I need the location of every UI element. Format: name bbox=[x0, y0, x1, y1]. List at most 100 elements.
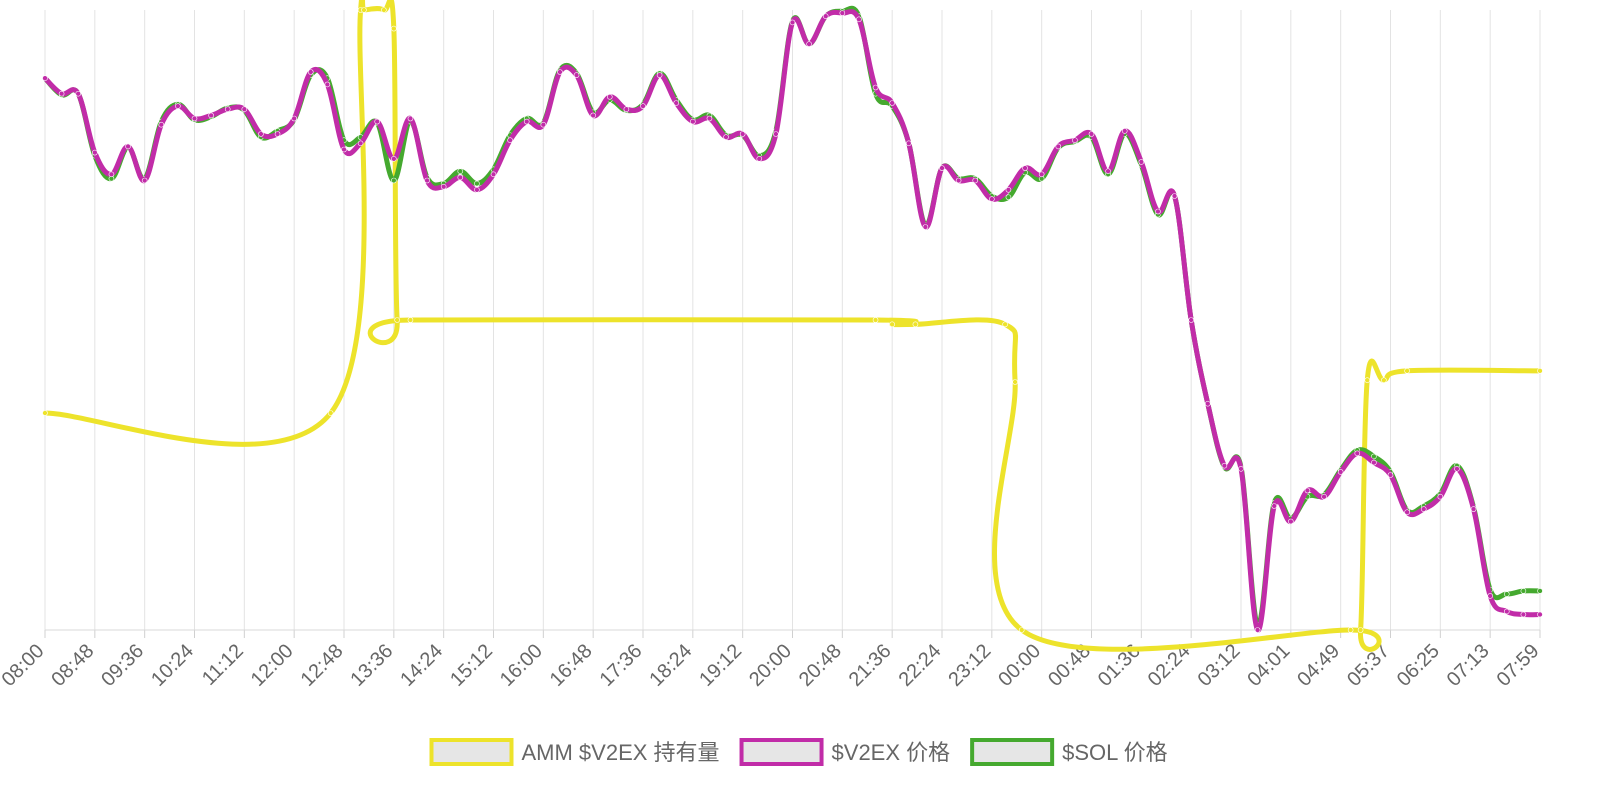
data-point bbox=[1288, 518, 1294, 525]
data-point bbox=[175, 103, 181, 109]
data-point bbox=[955, 177, 962, 184]
data-point bbox=[640, 103, 646, 109]
series-line bbox=[42, 0, 1543, 652]
data-point bbox=[1002, 321, 1008, 328]
data-point bbox=[1018, 627, 1025, 633]
x-tick-label: 12:48 bbox=[297, 640, 348, 691]
x-tick-label: 21:36 bbox=[845, 640, 896, 691]
data-point bbox=[208, 112, 214, 119]
data-point bbox=[42, 410, 48, 416]
data-point bbox=[1357, 627, 1364, 633]
data-point bbox=[606, 94, 613, 100]
data-point bbox=[789, 19, 796, 26]
legend: AMM $V2EX 持有量 $V2EX 价格 $SOL 价格 bbox=[429, 738, 1168, 766]
data-point bbox=[872, 84, 879, 91]
data-point bbox=[1072, 137, 1078, 143]
data-point bbox=[872, 317, 879, 323]
data-point bbox=[474, 187, 480, 193]
data-point bbox=[1454, 465, 1460, 472]
x-tick-label: 08:48 bbox=[47, 640, 98, 691]
data-point bbox=[474, 180, 480, 187]
x-tick-label: 11:12 bbox=[198, 640, 248, 690]
data-point bbox=[374, 118, 381, 125]
x-tick-label: 16:00 bbox=[496, 640, 547, 691]
data-point bbox=[440, 183, 447, 190]
data-point bbox=[889, 321, 895, 328]
x-tick-label: 12:00 bbox=[247, 640, 298, 691]
data-point bbox=[424, 177, 430, 184]
data-point bbox=[922, 224, 929, 230]
data-point bbox=[839, 10, 846, 16]
data-point bbox=[1381, 377, 1387, 383]
data-point bbox=[1437, 493, 1444, 500]
data-point bbox=[1520, 588, 1527, 594]
legend-item-0[interactable]: AMM $V2EX 持有量 bbox=[429, 738, 720, 766]
data-point bbox=[1012, 379, 1018, 385]
x-tick-label: 20:48 bbox=[795, 640, 846, 691]
data-point bbox=[590, 112, 596, 119]
data-point bbox=[756, 156, 763, 162]
data-point bbox=[523, 118, 530, 125]
data-point bbox=[1138, 159, 1145, 165]
data-point bbox=[58, 90, 65, 97]
x-tick-label: 14:24 bbox=[396, 640, 447, 691]
data-point bbox=[806, 41, 812, 47]
x-tick-label: 23:12 bbox=[944, 640, 995, 691]
series-1 bbox=[42, 9, 1543, 633]
x-tick-label: 19:12 bbox=[695, 640, 746, 691]
data-point bbox=[822, 13, 829, 20]
data-point bbox=[391, 156, 397, 162]
x-tick-label: 16:48 bbox=[546, 640, 597, 691]
data-point bbox=[989, 196, 995, 202]
data-point bbox=[1354, 450, 1361, 457]
data-point bbox=[1387, 472, 1394, 478]
x-tick-label: 17:36 bbox=[596, 640, 647, 691]
x-tick-label: 20:00 bbox=[745, 640, 796, 691]
x-tick-label: 00:00 bbox=[994, 640, 1045, 691]
data-point bbox=[1238, 465, 1244, 472]
x-tick-label: 04:01 bbox=[1243, 640, 1294, 691]
data-point bbox=[1371, 459, 1377, 466]
data-point bbox=[357, 140, 364, 147]
data-point bbox=[307, 69, 314, 75]
data-point bbox=[1005, 194, 1012, 201]
legend-item-1[interactable]: $V2EX 价格 bbox=[739, 738, 951, 766]
data-point bbox=[291, 115, 297, 122]
series-0 bbox=[42, 0, 1543, 652]
data-point bbox=[141, 177, 148, 184]
data-point bbox=[1271, 503, 1278, 509]
data-point bbox=[258, 131, 264, 137]
data-point bbox=[1470, 506, 1477, 512]
series-group bbox=[42, 0, 1543, 652]
data-point bbox=[457, 174, 464, 181]
data-point bbox=[1503, 608, 1510, 615]
data-point bbox=[391, 177, 397, 184]
data-point bbox=[457, 168, 464, 174]
data-point bbox=[341, 146, 347, 153]
data-point bbox=[391, 25, 397, 32]
x-tick-label: 10:24 bbox=[147, 640, 198, 691]
data-point bbox=[1254, 627, 1261, 633]
data-point bbox=[656, 72, 663, 78]
x-tick-label: 06:25 bbox=[1393, 640, 1444, 691]
x-tick-label: 18:24 bbox=[645, 640, 696, 691]
data-point bbox=[75, 90, 82, 97]
data-point bbox=[623, 106, 630, 112]
legend-swatch bbox=[970, 738, 1055, 766]
data-point bbox=[1204, 400, 1211, 407]
data-point bbox=[1171, 193, 1178, 199]
x-tick-label: 22:24 bbox=[895, 640, 946, 691]
data-point bbox=[972, 177, 979, 184]
x-tick-label: 09:36 bbox=[97, 640, 148, 691]
data-point bbox=[540, 121, 547, 128]
data-point bbox=[856, 16, 862, 23]
x-tick-label: 15:12 bbox=[446, 640, 497, 691]
data-point bbox=[1404, 368, 1410, 374]
data-point bbox=[1022, 165, 1028, 171]
data-point bbox=[1347, 627, 1354, 633]
x-tick-label: 13:36 bbox=[346, 640, 397, 691]
legend-item-2[interactable]: $SOL 价格 bbox=[970, 738, 1168, 766]
data-point bbox=[394, 317, 400, 323]
data-point bbox=[912, 321, 919, 328]
